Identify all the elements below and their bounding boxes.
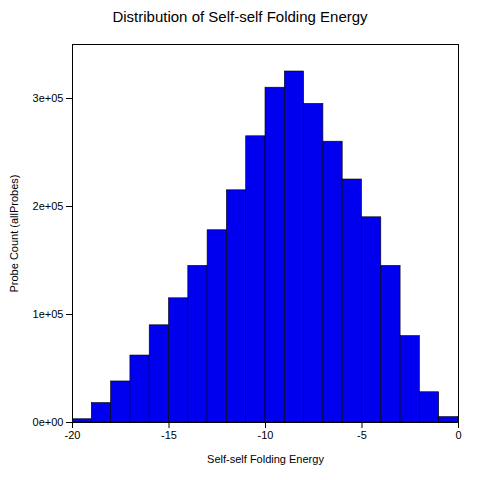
svg-text:0: 0 [455, 429, 461, 441]
html-text:Distribution of Self-self Fold: Distribution of Self-self Folding Energy [112, 8, 368, 25]
svg-text:2e+05: 2e+05 [33, 200, 64, 212]
svg-text:-5: -5 [357, 429, 367, 441]
svg-text:1e+05: 1e+05 [33, 308, 64, 320]
svg-text:0e+00: 0e+00 [33, 416, 64, 428]
svg-text:3e+05: 3e+05 [33, 92, 64, 104]
svg-text:-10: -10 [258, 429, 274, 441]
svg-text:-20: -20 [65, 429, 81, 441]
svg-text:-15: -15 [161, 429, 177, 441]
svg-text:Probe Count (allProbes): Probe Count (allProbes) [8, 174, 20, 292]
svg-text:Self-self Folding Energy: Self-self Folding Energy [207, 453, 324, 465]
